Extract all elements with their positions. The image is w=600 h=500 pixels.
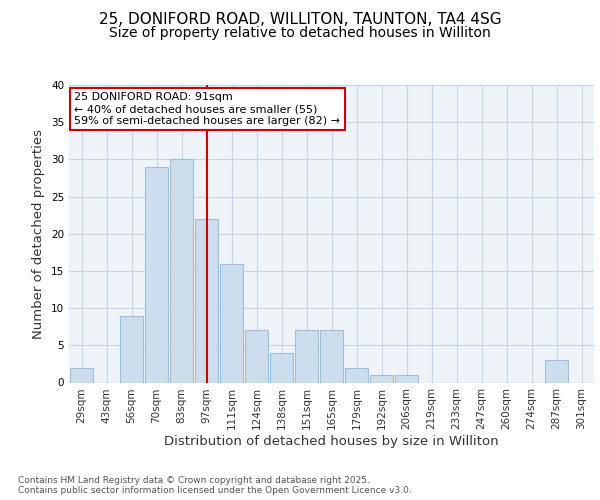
Bar (170, 160, 193, 382)
Bar (395, 375, 418, 382)
Bar (295, 330, 318, 382)
Bar (195, 219, 218, 382)
Bar (145, 167, 168, 382)
Bar (120, 316, 143, 382)
Bar (370, 375, 393, 382)
Bar (70, 368, 93, 382)
Y-axis label: Number of detached properties: Number of detached properties (32, 128, 46, 339)
Bar (320, 330, 343, 382)
Bar (545, 360, 568, 382)
Bar (220, 264, 243, 382)
Bar (270, 353, 293, 382)
X-axis label: Distribution of detached houses by size in Williton: Distribution of detached houses by size … (164, 435, 499, 448)
Text: Contains HM Land Registry data © Crown copyright and database right 2025.
Contai: Contains HM Land Registry data © Crown c… (18, 476, 412, 495)
Text: 25, DONIFORD ROAD, WILLITON, TAUNTON, TA4 4SG: 25, DONIFORD ROAD, WILLITON, TAUNTON, TA… (98, 12, 502, 28)
Bar (245, 330, 268, 382)
Text: 25 DONIFORD ROAD: 91sqm
← 40% of detached houses are smaller (55)
59% of semi-de: 25 DONIFORD ROAD: 91sqm ← 40% of detache… (74, 92, 340, 126)
Text: Size of property relative to detached houses in Williton: Size of property relative to detached ho… (109, 26, 491, 40)
Bar (345, 368, 368, 382)
